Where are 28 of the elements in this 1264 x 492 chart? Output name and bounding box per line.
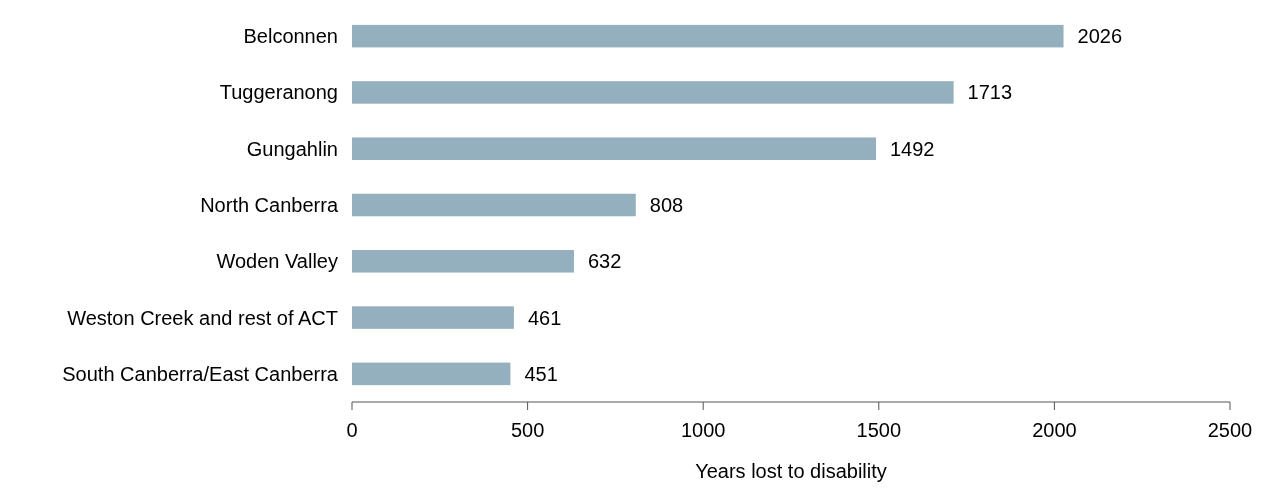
bar bbox=[352, 306, 514, 329]
data-label: 1713 bbox=[967, 81, 1013, 104]
y-tick-label: Tuggeranong bbox=[219, 81, 338, 104]
bar bbox=[352, 24, 1064, 48]
bar bbox=[352, 81, 954, 104]
x-tick-label: 2000 bbox=[1032, 419, 1077, 441]
x-tick-label: 500 bbox=[510, 419, 545, 441]
bar bbox=[352, 362, 511, 386]
y-tick-label: North Canberra bbox=[200, 194, 339, 216]
x-tick-label: 0 bbox=[346, 419, 358, 441]
y-tick-label: Gungahlin bbox=[246, 137, 338, 160]
data-label: 451 bbox=[524, 362, 558, 385]
x-tick-label: 1500 bbox=[856, 419, 902, 441]
data-label: 808 bbox=[649, 194, 684, 216]
x-tick-label: 2500 bbox=[1207, 419, 1253, 441]
bar bbox=[352, 250, 574, 273]
data-label: 2026 bbox=[1077, 25, 1123, 48]
bar bbox=[352, 137, 876, 160]
y-tick-label: Woden Valley bbox=[216, 250, 338, 273]
y-tick-label: Weston Creek and rest of ACT bbox=[67, 306, 338, 329]
y-tick-label: South Canberra/East Canberra bbox=[62, 362, 339, 385]
y-tick-label: Belconnen bbox=[243, 25, 338, 48]
bar bbox=[352, 193, 636, 217]
data-label: 632 bbox=[587, 250, 622, 273]
x-axis-title: Years lost to disability bbox=[695, 460, 887, 482]
data-label: 461 bbox=[527, 306, 562, 329]
data-label: 1492 bbox=[889, 137, 935, 160]
x-tick-label: 1000 bbox=[680, 419, 726, 441]
